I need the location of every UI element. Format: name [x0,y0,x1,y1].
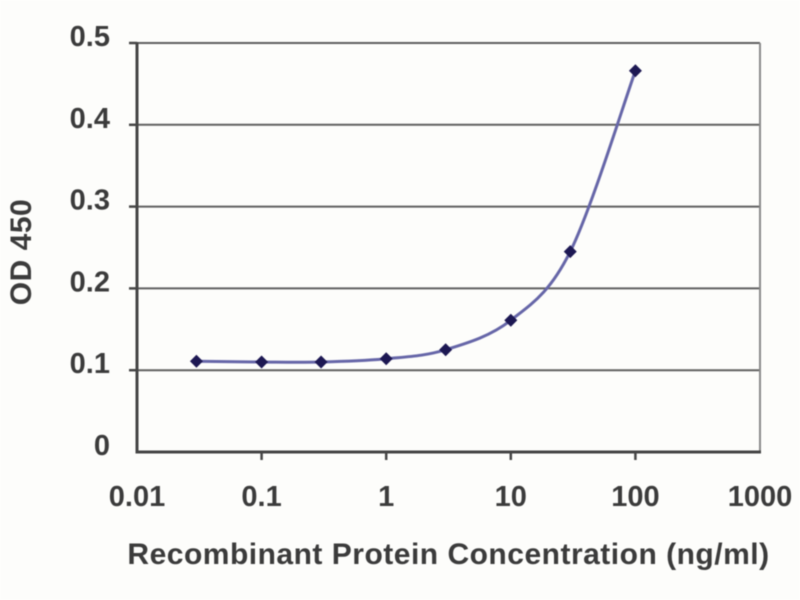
data-point-marker [379,352,393,366]
y-tick-label: 0.1 [70,348,110,380]
y-tick-label: 0.4 [70,103,110,135]
y-axis-title: OD 450 [5,198,38,306]
y-tick-label: 0.5 [70,21,110,53]
y-tick-label: 0 [94,430,110,462]
data-point-marker [314,355,328,369]
x-axis-title: Recombinant Protein Concentration (ng/ml… [127,538,770,571]
data-point-marker [563,245,577,259]
data-point-marker [439,343,453,357]
x-tick-label: 100 [611,481,659,513]
x-tick-label: 10 [495,481,527,513]
x-tick-label: 1 [378,481,394,513]
data-point-marker [189,354,203,368]
x-tick-label: 1000 [728,481,793,513]
series-curve [194,69,637,364]
y-tick-label: 0.2 [70,266,110,298]
x-tick-label: 0.1 [241,481,281,513]
data-point-marker [628,64,642,78]
x-tick-label: 0.01 [109,481,165,513]
data-point-marker [255,355,269,369]
data-point-marker [504,313,518,327]
y-tick-label: 0.3 [70,185,110,217]
